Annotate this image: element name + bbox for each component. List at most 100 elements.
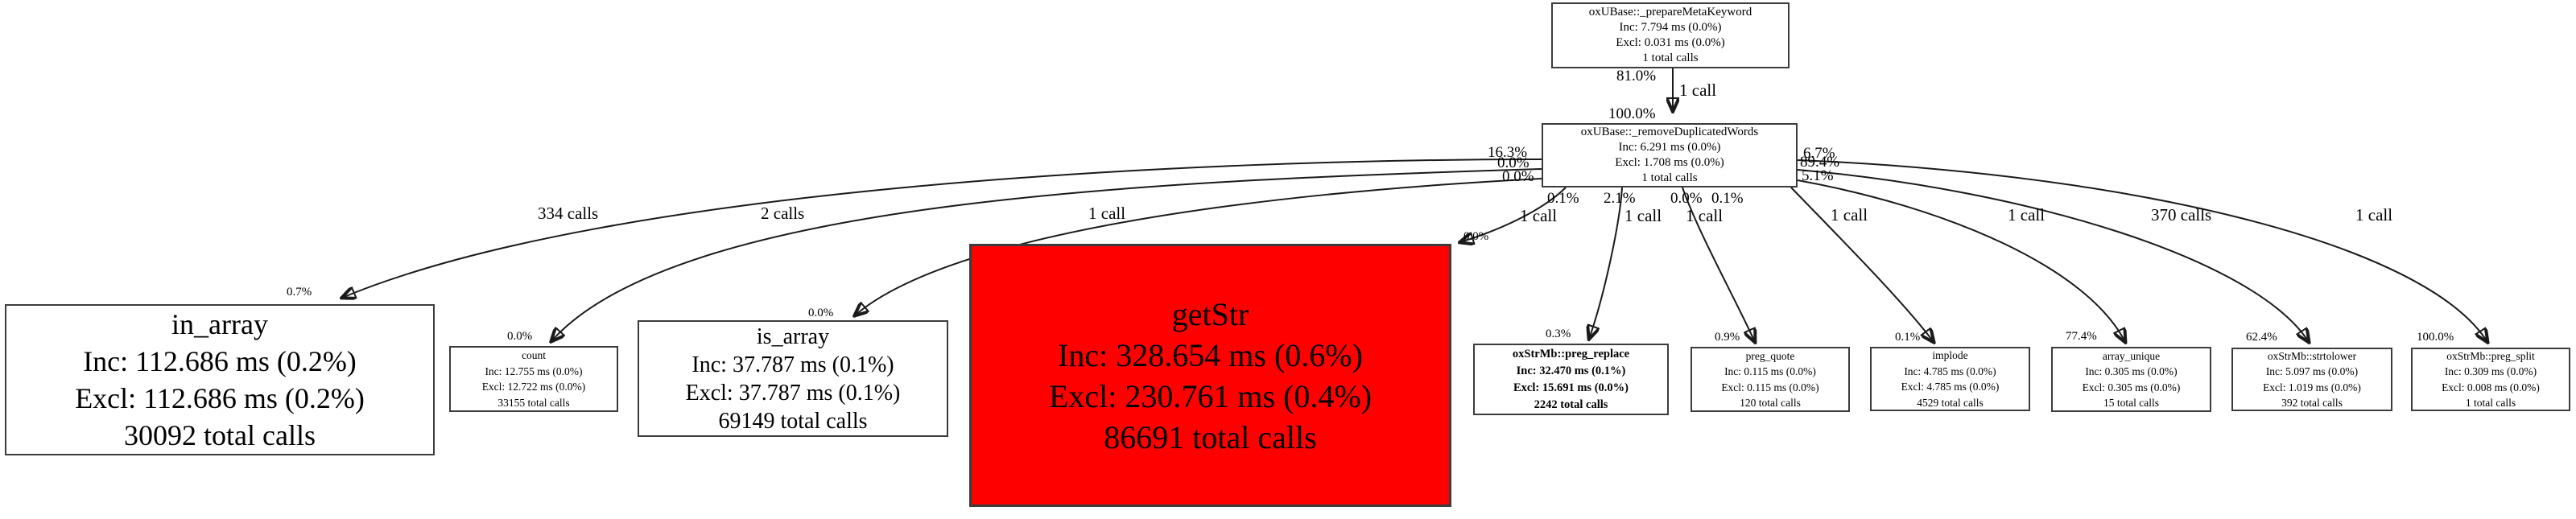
node-total-calls: 30092 total calls — [124, 419, 316, 451]
edge-source-percent: 5.1% — [1802, 167, 1834, 184]
edge-source-percent: 6.7% — [1803, 145, 1835, 162]
node-exclusive-time: Excl: 37.787 ms (0.1%) — [685, 380, 901, 406]
node-preg-quote: preg_quote Inc: 0.115 ms (0.0%) Excl: 0.… — [1690, 347, 1850, 412]
edge-dest-percent: 77.4% — [2066, 330, 2097, 343]
node-strtolower: oxStrMb::strtolower Inc: 5.097 ms (0.0%)… — [2231, 348, 2392, 411]
edge-remove-to-array-unique — [1797, 179, 2125, 342]
node-total-calls: 15 total calls — [2103, 397, 2159, 409]
edge-remove-to-preg-quote — [1682, 187, 1755, 342]
edge-dest-percent: 0.7% — [287, 286, 312, 299]
node-inclusive-time: Inc: 37.787 ms (0.1%) — [691, 352, 894, 377]
node-title: implode — [1932, 349, 1968, 361]
edge-remove-to-implode — [1790, 187, 1934, 342]
node-title: in_array — [171, 308, 268, 340]
node-exclusive-time: Excl: 230.761 ms (0.4%) — [1048, 377, 1373, 414]
edge-dest-percent: 100.0% — [2417, 331, 2454, 344]
node-inclusive-time: Inc: 4.785 ms (0.0%) — [1904, 365, 1996, 377]
node-implode: implode Inc: 4.785 ms (0.0%) Excl: 4.785… — [1870, 347, 2030, 411]
node-title: is_array — [756, 323, 830, 349]
node-exclusive-time: Excl: 0.115 ms (0.0%) — [1721, 381, 1819, 393]
node-inclusive-time: Inc: 0.309 ms (0.0%) — [2444, 365, 2537, 377]
node-preg-replace: oxStrMb::preg_replace Inc: 32.470 ms (0.… — [1473, 344, 1669, 415]
node-title: oxStrMb::preg_split — [2446, 349, 2535, 362]
edge-call-count: 1 call — [2008, 205, 2046, 224]
node-array-unique: array_unique Inc: 0.305 ms (0.0%) Excl: … — [2051, 347, 2211, 412]
node-exclusive-time: Excl: 1.708 ms (0.0%) — [1615, 156, 1724, 169]
edge-remove-to-preg-split — [1797, 159, 2487, 342]
edge-call-count: 1 call — [1831, 205, 1868, 224]
node-title: oxStrMb::preg_replace — [1512, 347, 1630, 360]
node-title: preg_quote — [1745, 349, 1795, 362]
edge-source-percent: 0.1% — [1547, 190, 1579, 207]
edge-dest-percent: 0.3% — [1546, 327, 1571, 340]
edge-source-percent: 2.1% — [1604, 190, 1636, 207]
edge-call-count: 1 call — [1520, 206, 1558, 225]
node-preg-split: oxStrMb::preg_split Inc: 0.309 ms (0.0%)… — [2411, 348, 2570, 411]
edge-source-percent: 89.4% — [1800, 154, 1840, 171]
node-inclusive-time: Inc: 0.115 ms (0.0%) — [1724, 365, 1816, 377]
node-is-array: is_array Inc: 37.787 ms (0.1%) Excl: 37.… — [638, 320, 948, 437]
node-inclusive-time: Inc: 112.686 ms (0.2%) — [83, 345, 357, 377]
edge-dest-percent: 62.4% — [2246, 331, 2277, 344]
edge-dest-percent: 0.0% — [808, 307, 834, 319]
edge-source-percent: 0.1% — [1711, 190, 1744, 207]
node-exclusive-time: Excl: 1.019 ms (0.0%) — [2263, 381, 2361, 393]
node-total-calls: 1 total calls — [1641, 171, 1698, 184]
node-total-calls: 4529 total calls — [1917, 396, 1984, 409]
node-title: getStr — [1171, 295, 1249, 332]
edge-source-percent: 81.0% — [1616, 68, 1657, 84]
edge-call-count: 1 call — [1686, 206, 1724, 225]
edge-dest-percent: 0.1% — [1895, 331, 1921, 344]
node-title: oxStrMb::strtolower — [2267, 349, 2357, 362]
node-title: oxUBase::_prepareMetaKeyword — [1588, 6, 1752, 19]
edge-source-percent: 0.0% — [1502, 168, 1534, 185]
edge-call-count: 1 call — [2355, 205, 2393, 224]
edge-call-count: 1 call — [1679, 80, 1717, 100]
node-count: count Inc: 12.755 ms (0.0%) Excl: 12.722… — [449, 346, 618, 412]
node-total-calls: 392 total calls — [2281, 397, 2343, 409]
edge-source-percent: 0.0% — [1497, 154, 1530, 171]
edge-remove-to-count — [551, 168, 1542, 341]
node-exclusive-time: Excl: 0.008 ms (0.0%) — [2442, 381, 2540, 393]
node-inclusive-time: Inc: 7.794 ms (0.0%) — [1619, 21, 1722, 34]
node-total-calls: 86691 total calls — [1104, 418, 1317, 455]
node-title: array_unique — [2102, 349, 2161, 362]
node-get-str: getStr Inc: 328.654 ms (0.6%) Excl: 230.… — [969, 244, 1451, 507]
node-inclusive-time: Inc: 32.470 ms (0.1%) — [1516, 364, 1626, 377]
node-exclusive-time: Excl: 0.031 ms (0.0%) — [1616, 36, 1725, 49]
node-total-calls: 1 total calls — [2465, 397, 2516, 409]
edge-remove-to-preg-replace — [1589, 187, 1623, 339]
node-title: count — [522, 349, 546, 361]
node-exclusive-time: Excl: 0.305 ms (0.0%) — [2082, 381, 2181, 393]
edge-remove-to-get-str — [1460, 187, 1567, 242]
node-total-calls: 69149 total calls — [718, 408, 868, 434]
node-inclusive-time: Inc: 0.305 ms (0.0%) — [2085, 365, 2178, 377]
edge-dest-percent: 0.0% — [507, 330, 533, 343]
edge-dest-percent: 0.9% — [1715, 331, 1740, 344]
edge-dest-percent: 0.0% — [1463, 230, 1489, 243]
node-inclusive-time: Inc: 5.097 ms (0.0%) — [2265, 365, 2359, 377]
node-total-calls: 120 total calls — [1740, 397, 1801, 409]
edge-remove-to-in-array — [342, 159, 1542, 298]
node-total-calls: 1 total calls — [1642, 51, 1699, 64]
edge-call-count: 2 calls — [761, 204, 805, 223]
node-inclusive-time: Inc: 6.291 ms (0.0%) — [1618, 141, 1721, 154]
node-inclusive-time: Inc: 12.755 ms (0.0%) — [485, 365, 583, 377]
edge-source-percent: 16.3% — [1488, 144, 1528, 161]
node-in-array: in_array Inc: 112.686 ms (0.2%) Excl: 11… — [5, 304, 435, 455]
edge-call-count: 334 calls — [538, 204, 599, 223]
node-exclusive-time: Excl: 112.686 ms (0.2%) — [75, 382, 365, 414]
edge-call-count: 1 call — [1624, 206, 1662, 225]
edge-source-percent: 0.0% — [1670, 190, 1703, 207]
node-total-calls: 33155 total calls — [497, 396, 570, 409]
node-total-calls: 2242 total calls — [1534, 397, 1608, 411]
edge-call-count: 1 call — [1088, 204, 1126, 223]
edge-dest-percent: 100.0% — [1608, 105, 1656, 122]
edge-remove-to-is-array — [855, 178, 1542, 315]
edge-call-count: 370 calls — [2151, 205, 2212, 224]
node-title: oxUBase::_removeDuplicatedWords — [1580, 126, 1759, 138]
node-remove-duplicated-words: oxUBase::_removeDuplicatedWords Inc: 6.2… — [1542, 123, 1798, 187]
node-exclusive-time: Excl: 4.785 ms (0.0%) — [1901, 381, 2000, 393]
